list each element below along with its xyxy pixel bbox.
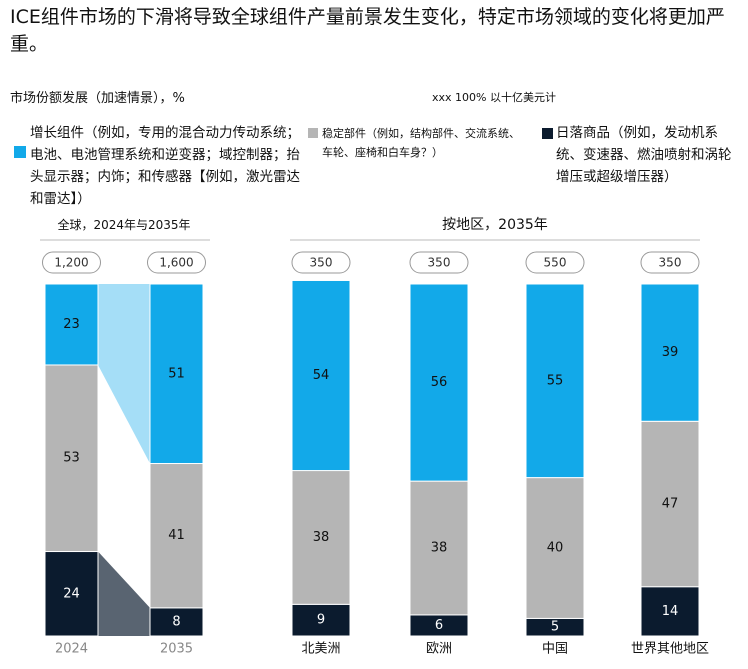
subtitle: 市场份额发展（加速情景），% (10, 91, 185, 106)
chart-title: 按地区，2035年 (442, 217, 548, 233)
x-tick-label: 欧洲 (426, 642, 452, 657)
x-tick-label: 2024 (55, 642, 88, 657)
total-oval (525, 251, 585, 274)
legend-swatch (308, 128, 318, 138)
bar-segment (44, 551, 99, 637)
legend-label: 日落商品（例如，发动机系统、变速器、燃油喷射和涡轮增压或超级增压器） (556, 125, 732, 185)
bar-segment (409, 283, 469, 482)
total-oval (42, 251, 101, 274)
data-label: 53 (63, 451, 80, 466)
total-label: 1,600 (159, 256, 193, 270)
legend-swatch (542, 128, 553, 139)
total-oval (291, 251, 351, 274)
data-label: 6 (435, 618, 443, 633)
x-tick-label: 世界其他地区 (631, 642, 709, 657)
unit-note: xxx 100% 以十亿美元计 (432, 91, 556, 104)
data-label: 14 (662, 604, 679, 619)
legend-label: 增长组件（例如，专用的混合动力传动系统；电池、电池管理系统和逆变器；域控制器；抬… (30, 125, 300, 207)
total-label: 350 (310, 256, 333, 270)
total-label: 550 (544, 256, 567, 270)
data-label: 41 (168, 528, 185, 543)
total-oval (147, 251, 206, 274)
bar-segment (640, 420, 700, 588)
bar-segment (149, 607, 204, 637)
bar-segment (44, 364, 99, 553)
total-label: 350 (428, 256, 451, 270)
x-tick-label: 中国 (542, 642, 568, 657)
data-label: 38 (431, 541, 448, 556)
bar-segment (291, 470, 351, 605)
bar-segment (44, 283, 99, 366)
data-label: 56 (431, 375, 448, 390)
data-label: 54 (313, 368, 330, 383)
bar-segment (525, 477, 585, 619)
bar-segment (525, 283, 585, 479)
data-label: 47 (662, 497, 679, 512)
data-label: 38 (313, 530, 330, 545)
legend-label: 稳定部件（例如，结构部件、交流系统、车轮、座椅和白车身？） (322, 127, 520, 159)
data-label: 55 (547, 373, 564, 388)
bar-segment (640, 586, 700, 637)
bar-segment (149, 463, 204, 609)
data-label: 40 (547, 541, 564, 556)
total-label: 1,200 (54, 256, 88, 270)
data-label: 5 (551, 620, 559, 635)
chart-title: 全球，2024年与2035年 (57, 218, 191, 232)
data-label: 8 (172, 614, 180, 629)
bar-segment (291, 603, 351, 637)
total-oval (409, 251, 469, 274)
flow (98, 551, 150, 636)
bar-segment (149, 283, 204, 465)
data-label: 9 (317, 613, 325, 628)
legend-swatch (14, 146, 26, 158)
title: ICE组件市场的下滑将导致全球组件产量前景发生变化，特定市场领域的变化将更加严重… (10, 6, 725, 55)
bar-segment (409, 480, 469, 616)
data-label: 24 (63, 586, 80, 601)
data-label: 23 (63, 317, 80, 332)
bar-segment (640, 283, 700, 422)
flow (98, 284, 150, 464)
x-tick-label: 北美洲 (301, 642, 340, 657)
bar-segment (291, 279, 351, 472)
total-label: 350 (659, 256, 682, 270)
data-label: 39 (662, 345, 679, 360)
data-label: 51 (168, 366, 185, 381)
total-oval (640, 251, 700, 274)
x-tick-label: 2035 (160, 642, 193, 657)
